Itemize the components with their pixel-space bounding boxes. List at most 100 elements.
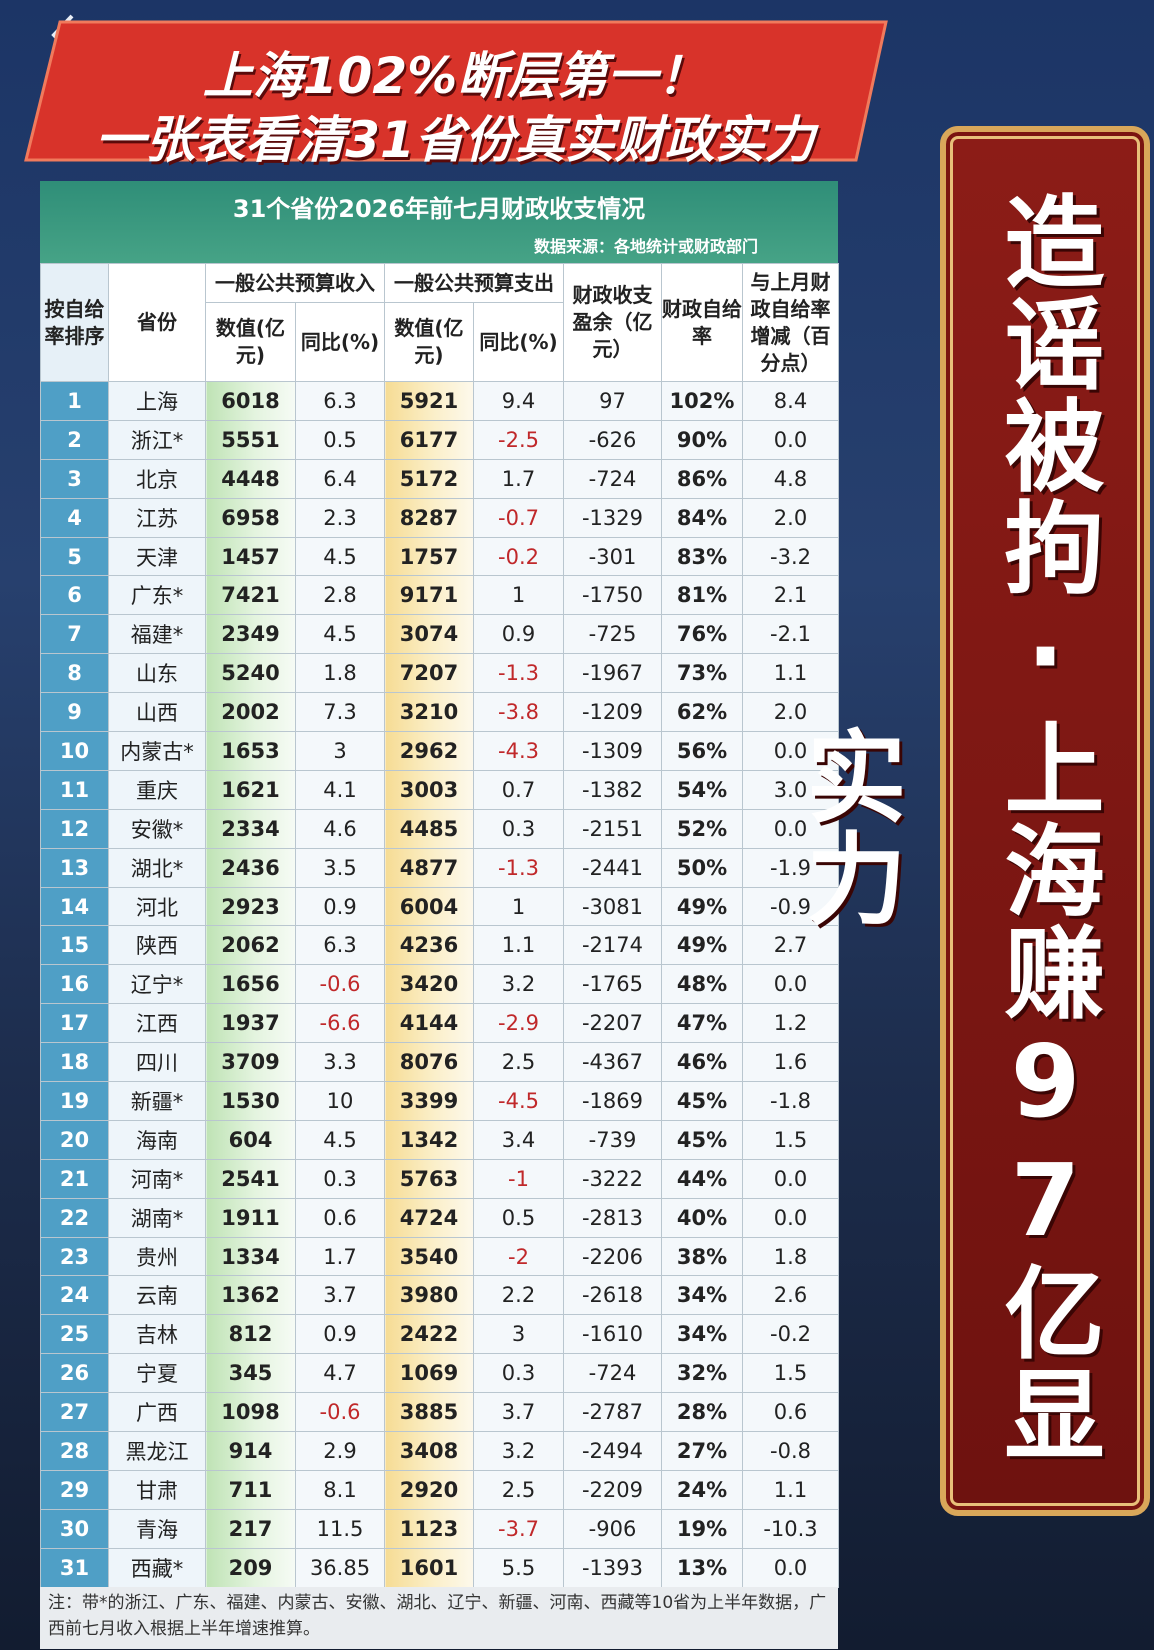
change-cell: -1.9 [742, 847, 839, 888]
expenditure-value-cell: 5172 [384, 458, 474, 499]
self-sufficiency-cell: 32% [661, 1353, 743, 1394]
province-cell: 广东* [108, 575, 206, 616]
change-cell: -3.2 [742, 536, 839, 577]
table-row: 29 甘肃 711 8.1 2920 2.5 -2209 24% 1.1 [40, 1469, 839, 1510]
expenditure-value-cell: 8287 [384, 497, 474, 538]
province-cell: 江西 [108, 1003, 206, 1044]
province-cell: 贵州 [108, 1236, 206, 1277]
balance-cell: -1329 [563, 497, 662, 538]
table-row: 2 浙江* 5551 0.5 6177 -2.5 -626 90% 0.0 [40, 419, 839, 460]
self-sufficiency-cell: 56% [661, 731, 743, 771]
province-cell: 内蒙古* [108, 731, 206, 771]
rank-cell: 31 [40, 1547, 109, 1588]
self-sufficiency-cell: 13% [661, 1547, 743, 1588]
income-value-cell: 2349 [205, 614, 296, 655]
column-header: 财政自给率 [661, 263, 743, 382]
province-cell: 海南 [108, 1119, 206, 1160]
balance-cell: -1382 [563, 769, 662, 810]
table-row: 28 黑龙江 914 2.9 3408 3.2 -2494 27% -0.8 [40, 1431, 839, 1471]
income-value-cell: 812 [205, 1314, 296, 1355]
balance-cell: -724 [563, 458, 662, 499]
expenditure-yoy-cell: -1 [473, 1158, 564, 1199]
income-value-cell: 1098 [205, 1392, 296, 1433]
rank-cell: 30 [40, 1508, 109, 1549]
expenditure-yoy-cell: 0.9 [473, 614, 564, 655]
balance-cell: -1209 [563, 692, 662, 733]
expenditure-yoy-cell: -1.3 [473, 653, 564, 694]
expenditure-yoy-cell: -0.2 [473, 536, 564, 577]
self-sufficiency-cell: 52% [661, 808, 743, 849]
income-value-cell: 3709 [205, 1042, 296, 1083]
change-cell: -10.3 [742, 1508, 839, 1549]
self-sufficiency-cell: 83% [661, 536, 743, 577]
expenditure-yoy-cell: -2.5 [473, 419, 564, 460]
expenditure-yoy-cell: 3.4 [473, 1119, 564, 1160]
income-value-cell: 2436 [205, 847, 296, 888]
data-table: 按自给率排序 省份 一般公共预算收入 一般公共预算支出 财政收支盈余（亿元） 财… [40, 263, 839, 1588]
income-value-cell: 1362 [205, 1275, 296, 1316]
table-row: 30 青海 217 11.5 1123 -3.7 -906 19% -10.3 [40, 1508, 839, 1549]
income-value-cell: 209 [205, 1547, 296, 1588]
income-value-cell: 1937 [205, 1003, 296, 1044]
province-cell: 浙江* [108, 419, 206, 460]
column-header: 与上月财政自给率增减（百分点） [742, 263, 839, 382]
province-cell: 北京 [108, 458, 206, 499]
side-banner: 造谣被拘·上海赚97亿显实力 [789, 126, 1150, 1516]
province-cell: 福建* [108, 614, 206, 655]
rank-cell: 6 [40, 575, 109, 616]
expenditure-value-cell: 7207 [384, 653, 474, 694]
income-yoy-cell: -6.6 [295, 1003, 385, 1044]
table-row: 7 福建* 2349 4.5 3074 0.9 -725 76% -2.1 [40, 614, 839, 655]
income-value-cell: 217 [205, 1508, 296, 1549]
income-yoy-cell: 6.3 [295, 381, 385, 421]
table-row: 27 广西 1098 -0.6 3885 3.7 -2787 28% 0.6 [40, 1392, 839, 1433]
balance-cell: -1765 [563, 964, 662, 1005]
table-row: 4 江苏 6958 2.3 8287 -0.7 -1329 84% 2.0 [40, 497, 839, 538]
province-cell: 广西 [108, 1392, 206, 1433]
expenditure-value-cell: 4877 [384, 847, 474, 888]
expenditure-yoy-cell: 9.4 [473, 381, 564, 421]
expenditure-yoy-cell: 2.5 [473, 1042, 564, 1083]
expenditure-yoy-cell: -3.8 [473, 692, 564, 733]
change-cell: 2.7 [742, 925, 839, 966]
expenditure-yoy-cell: 5.5 [473, 1547, 564, 1588]
change-cell: 2.6 [742, 1275, 839, 1316]
income-value-cell: 914 [205, 1431, 296, 1471]
table-row: 25 吉林 812 0.9 2422 3 -1610 34% -0.2 [40, 1314, 839, 1355]
income-yoy-cell: 0.9 [295, 886, 385, 927]
balance-cell: -626 [563, 419, 662, 460]
expenditure-value-cell: 1601 [384, 1547, 474, 1588]
title-line-1: 上海102%断层第一！ [202, 47, 708, 105]
income-yoy-cell: 4.7 [295, 1353, 385, 1394]
self-sufficiency-cell: 50% [661, 847, 743, 888]
income-yoy-cell: -0.6 [295, 964, 385, 1005]
income-yoy-cell: -0.6 [295, 1392, 385, 1433]
column-header: 同比(%) [295, 302, 385, 382]
income-yoy-cell: 36.85 [295, 1547, 385, 1588]
rank-cell: 14 [40, 886, 109, 927]
change-cell: 0.0 [742, 419, 839, 460]
expenditure-yoy-cell: 3.2 [473, 964, 564, 1005]
self-sufficiency-cell: 27% [661, 1431, 743, 1471]
self-sufficiency-cell: 90% [661, 419, 743, 460]
province-cell: 安徽* [108, 808, 206, 849]
rank-cell: 1 [40, 381, 109, 421]
expenditure-yoy-cell: 0.5 [473, 1197, 564, 1238]
expenditure-value-cell: 3074 [384, 614, 474, 655]
self-sufficiency-cell: 19% [661, 1508, 743, 1549]
income-yoy-cell: 10 [295, 1081, 385, 1121]
income-yoy-cell: 4.5 [295, 614, 385, 655]
income-yoy-cell: 2.9 [295, 1431, 385, 1471]
self-sufficiency-cell: 46% [661, 1042, 743, 1083]
expenditure-value-cell: 1069 [384, 1353, 474, 1394]
balance-cell: -906 [563, 1508, 662, 1549]
province-cell: 陕西 [108, 925, 206, 966]
table-row: 26 宁夏 345 4.7 1069 0.3 -724 32% 1.5 [40, 1353, 839, 1394]
expenditure-yoy-cell: -2 [473, 1236, 564, 1277]
expenditure-value-cell: 3420 [384, 964, 474, 1005]
expenditure-yoy-cell: 1 [473, 886, 564, 927]
balance-cell: -2207 [563, 1003, 662, 1044]
balance-cell: -2787 [563, 1392, 662, 1433]
table-row: 15 陕西 2062 6.3 4236 1.1 -2174 49% 2.7 [40, 925, 839, 966]
